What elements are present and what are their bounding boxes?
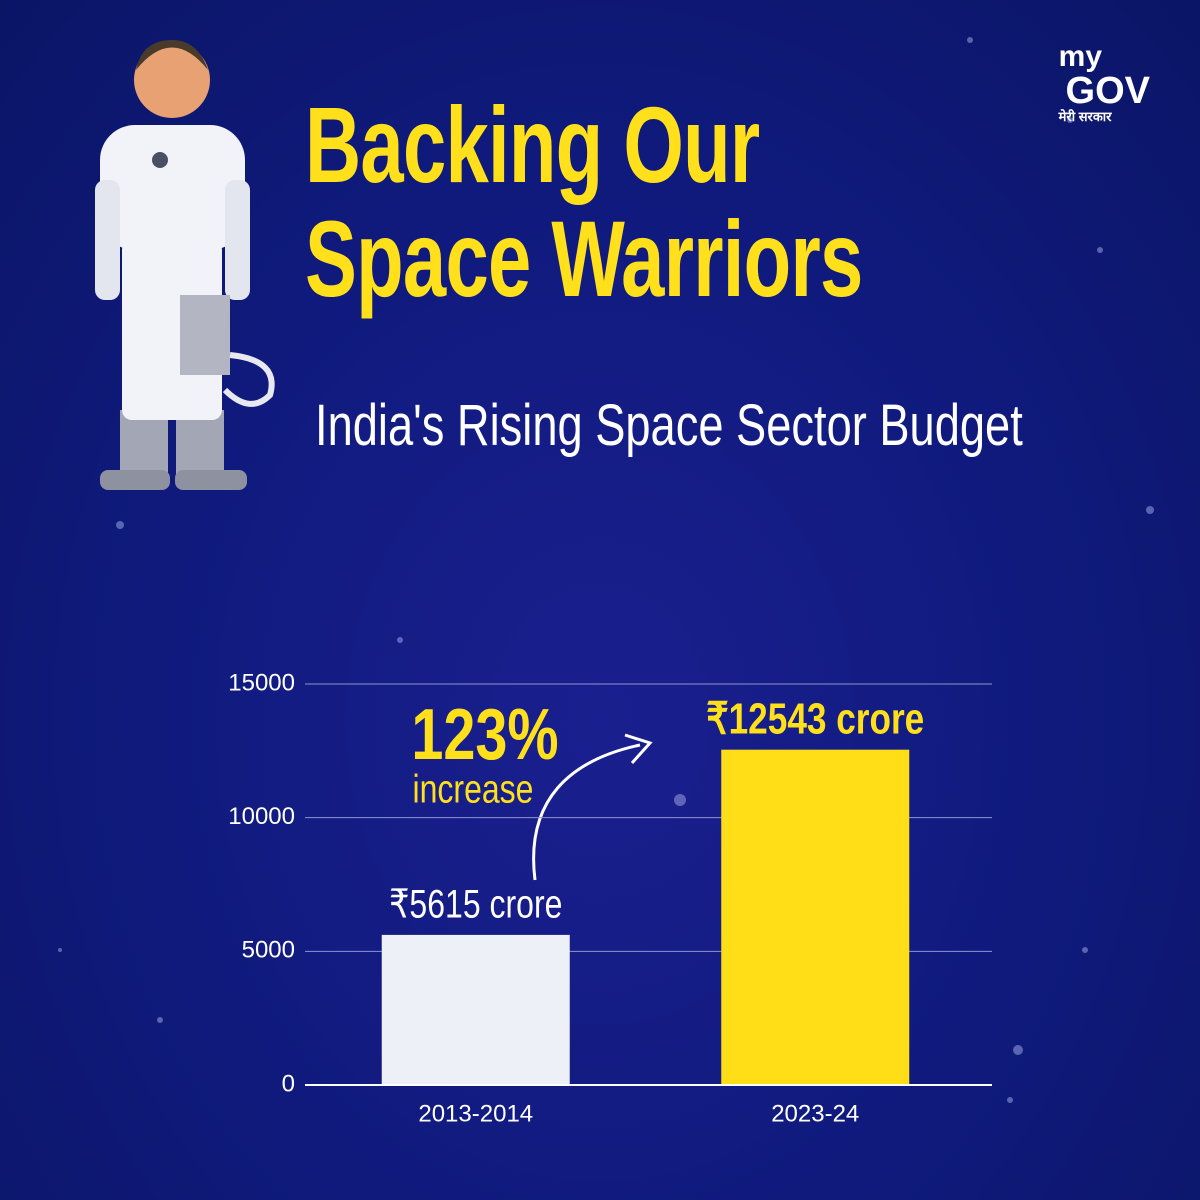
bar [721, 749, 910, 1085]
logo-my: my [1058, 40, 1102, 73]
astronaut [95, 40, 275, 490]
logo-gov: GOV [1065, 70, 1150, 112]
y-tick-label: 0 [282, 1070, 295, 1097]
value-label: ₹5615 crore [389, 881, 562, 926]
annotation-text: increase [413, 766, 534, 811]
x-tick-label: 2023-24 [771, 1100, 859, 1127]
subtitle: India's Rising Space Sector Budget [315, 393, 1023, 458]
logo-tagline: मेरी सरकार [1058, 109, 1112, 124]
x-tick-label: 2013-2014 [418, 1100, 533, 1127]
title: Backing Our Space Warriors [305, 84, 863, 319]
y-tick-label: 10000 [228, 803, 295, 830]
arrow [532, 743, 641, 881]
annotation-value: 123% [411, 694, 558, 775]
stars [58, 37, 1154, 1103]
arrowhead [624, 733, 653, 765]
logo: my GOV मेरी सरकार [1058, 40, 1150, 124]
y-tick-label: 15000 [228, 669, 295, 696]
bar [381, 934, 570, 1085]
value-label: ₹12543 crore [706, 695, 924, 744]
y-tick-label: 5000 [242, 937, 295, 964]
